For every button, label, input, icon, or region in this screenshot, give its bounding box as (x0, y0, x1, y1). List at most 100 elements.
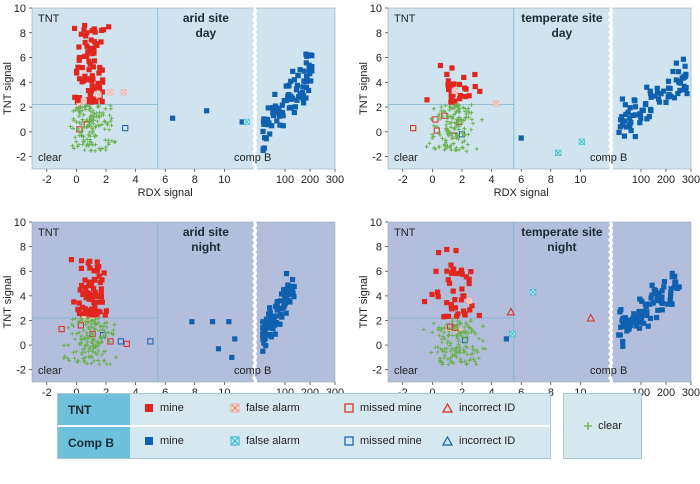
clear-point (93, 124, 98, 129)
clear-point (432, 123, 437, 128)
compb-mine-point (622, 118, 628, 124)
clear-point (445, 356, 450, 361)
clear-point (471, 357, 476, 362)
clear-point (474, 146, 479, 151)
compb-mine-point (260, 336, 266, 342)
compb-mine-point (647, 301, 653, 307)
compb-mine-point (273, 319, 280, 326)
compb-mine-point (226, 319, 232, 325)
clear-point (437, 356, 442, 361)
compb-mine-point (636, 308, 642, 315)
compb-mine-point (644, 116, 650, 122)
region-label-clear: clear (38, 365, 62, 377)
compb-mine-point (286, 105, 292, 111)
compb-mine-point (518, 135, 524, 141)
clear-point (449, 143, 454, 148)
tnt-mine-point (458, 297, 465, 303)
clear-point (87, 327, 92, 332)
clear-point (437, 112, 442, 117)
region-label-compb: comp B (234, 365, 271, 377)
compb-mine-point (291, 77, 298, 83)
clear-point (77, 106, 82, 111)
tnt-mine-point (456, 81, 463, 88)
compb-mine-point (617, 324, 624, 330)
tnt-mine-point (95, 80, 101, 86)
tnt-mine-point (73, 68, 80, 74)
clear-point (456, 127, 461, 132)
compb-mine-point (272, 331, 278, 337)
clear-point (463, 331, 468, 336)
clear-point (421, 327, 426, 332)
x-tick-label: 6 (162, 174, 168, 186)
tnt-mine-point (457, 92, 463, 99)
square-open-blue-icon (344, 436, 354, 446)
clear-point (480, 346, 485, 351)
tnt-mine-point (96, 273, 102, 279)
clear-point (80, 347, 85, 352)
compb-mine-point (296, 94, 302, 100)
axis-break (251, 6, 257, 172)
compb-mine-point (286, 82, 292, 88)
clear-point (466, 324, 471, 329)
clear-point (71, 118, 76, 123)
compb-mine-point (677, 87, 683, 94)
compb-mine-point (637, 296, 643, 302)
compb-mine-point (306, 67, 313, 73)
tnt-mine-point (85, 88, 92, 94)
clear-point (88, 148, 93, 153)
clear-point (96, 320, 101, 325)
clear-point (94, 111, 99, 116)
clear-point (77, 342, 82, 347)
clear-point (455, 336, 460, 341)
y-axis-label: TNT signal (358, 276, 370, 329)
clear-point (450, 116, 455, 121)
legend-tnt-missed-label: missed mine (360, 402, 422, 414)
tnt-mine-point (94, 308, 101, 314)
clear-point (474, 348, 479, 353)
compb-mine-point (639, 107, 645, 113)
legend-compb-false-alarm: false alarm (230, 435, 300, 447)
clear-point (109, 116, 114, 121)
clear-point (467, 358, 472, 363)
tnt-mine-point (94, 312, 100, 318)
compb-mine-point (300, 84, 306, 90)
tnt-mine-point (76, 76, 83, 82)
legend-tnt-false-alarm-label: false alarm (246, 402, 300, 414)
clear-point (469, 102, 474, 107)
tnt-mine-point (453, 270, 459, 277)
compb-mine-point (652, 93, 658, 99)
clear-point (86, 349, 91, 354)
compb-mine-point (270, 326, 276, 332)
clear-point (437, 325, 442, 330)
y-tick-label: -2 (372, 152, 382, 164)
clear-point (65, 356, 70, 361)
compb-mine-point (684, 90, 690, 97)
clear-point (424, 144, 429, 149)
clear-point (463, 109, 468, 114)
tnt-mine-point (85, 260, 91, 266)
compb-mine-point (278, 311, 284, 317)
compb-mine-point (673, 279, 679, 285)
compb-mine-point (283, 292, 289, 298)
compb-mine-point (668, 300, 674, 306)
compb-mine-point (295, 72, 301, 78)
compb-mine-point (676, 284, 682, 290)
clear-point (92, 358, 97, 363)
tnt-mine-point (460, 293, 466, 299)
compb-mine-point (622, 102, 628, 108)
clear-point (66, 343, 71, 348)
compb-mine-point (632, 104, 639, 110)
compb-mine-point (283, 270, 290, 277)
x-tick-label: 0 (73, 174, 79, 186)
clear-point (474, 362, 479, 367)
clear-point (70, 331, 75, 336)
tnt-mine-point (72, 94, 78, 100)
compb-mine-point (294, 97, 300, 103)
tnt-mine-point (76, 95, 83, 101)
tnt-mine-point (78, 31, 84, 37)
compb-mine-point (620, 122, 626, 128)
clear-point (101, 334, 106, 339)
legend-tnt-mine: mine (144, 402, 184, 414)
clear-point (67, 358, 72, 363)
